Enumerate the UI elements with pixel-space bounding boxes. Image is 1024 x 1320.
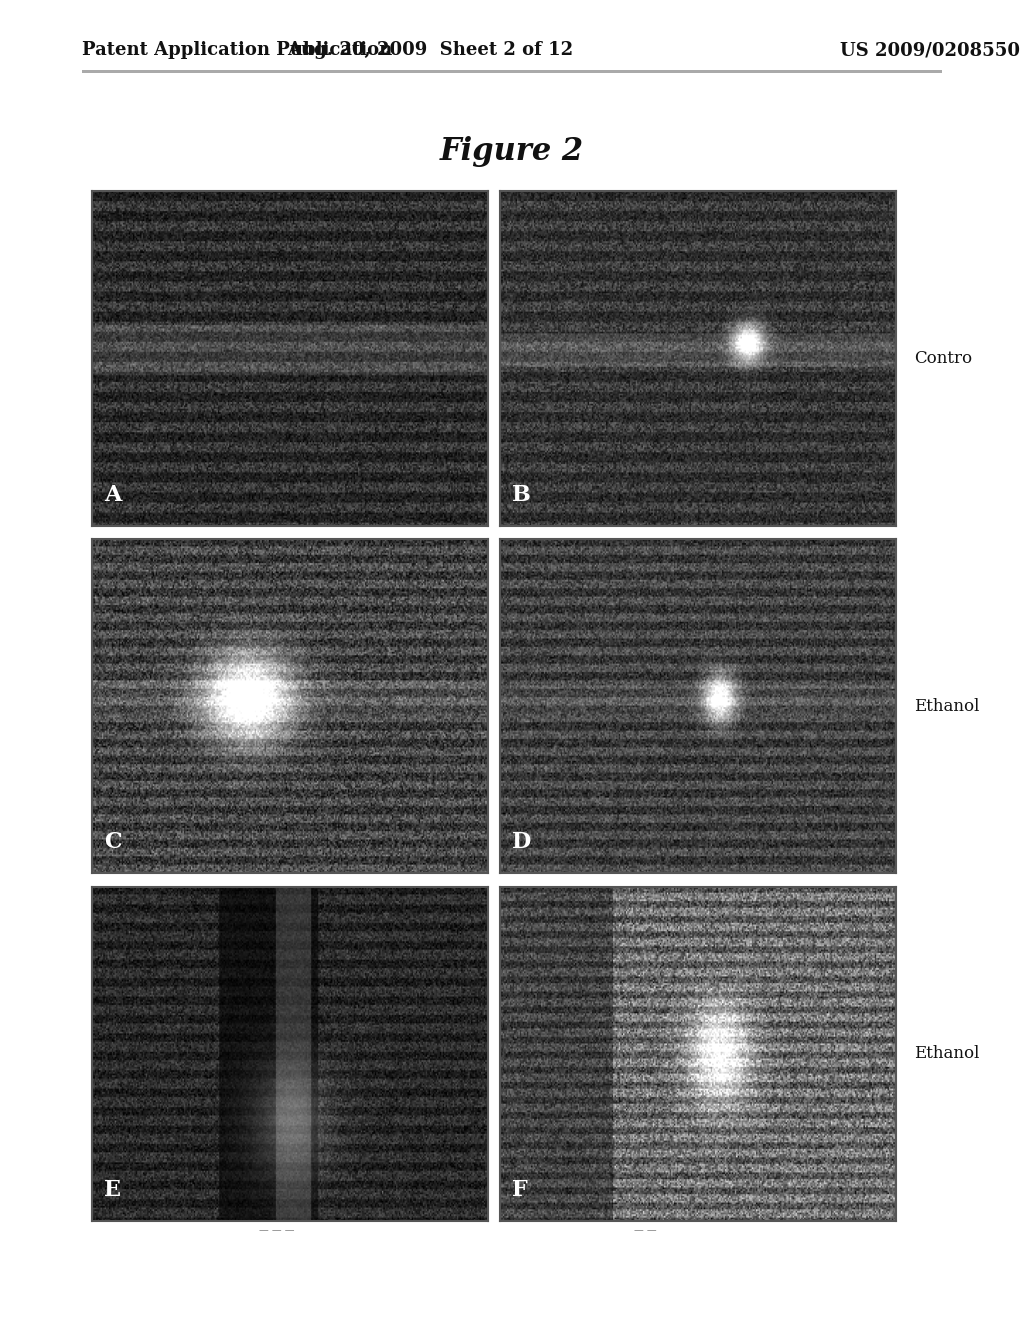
Text: — — —: — — — xyxy=(259,1225,294,1236)
Text: F: F xyxy=(512,1179,527,1201)
Text: A: A xyxy=(104,483,122,506)
Text: B: B xyxy=(512,483,531,506)
Text: Ethanol: Ethanol xyxy=(914,698,980,714)
Text: Figure 2: Figure 2 xyxy=(440,136,584,168)
Text: US 2009/0208550 A1: US 2009/0208550 A1 xyxy=(840,41,1024,59)
Text: Ethanol: Ethanol xyxy=(914,1045,980,1063)
Text: D: D xyxy=(512,832,531,853)
Text: Aug. 20, 2009  Sheet 2 of 12: Aug. 20, 2009 Sheet 2 of 12 xyxy=(287,41,573,59)
Text: — —: — — xyxy=(634,1225,656,1236)
Text: C: C xyxy=(104,832,122,853)
Text: E: E xyxy=(104,1179,121,1201)
Text: Patent Application Publication: Patent Application Publication xyxy=(82,41,392,59)
Text: Contro: Contro xyxy=(914,350,973,367)
